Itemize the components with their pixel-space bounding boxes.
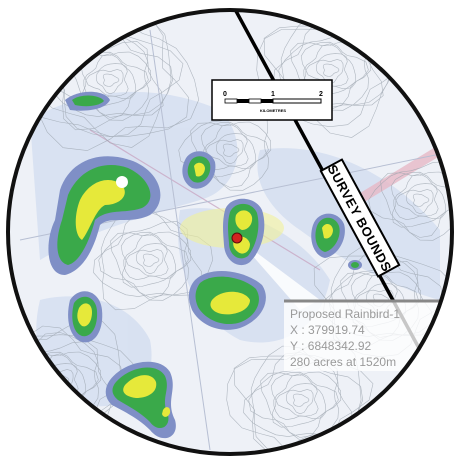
contour-line (286, 389, 314, 415)
contour-line (83, 53, 137, 101)
contour-line (96, 69, 124, 95)
scale-tick-0: 0 (223, 91, 227, 98)
contour-line (70, 51, 152, 118)
contour-line (380, 171, 452, 238)
contour-line (120, 231, 189, 288)
highlight-wedge (237, 238, 320, 310)
anomaly-blob (48, 156, 161, 275)
contour-line (142, 253, 160, 267)
contour-line (190, 121, 272, 188)
contour-line (406, 189, 434, 215)
contour-line (98, 220, 189, 301)
contour-line (136, 249, 164, 275)
contour-line (102, 73, 120, 87)
contour-line (203, 123, 257, 171)
contour-line (123, 233, 177, 281)
contour-line (393, 173, 447, 221)
contour-line (216, 139, 244, 165)
anomaly-blob (182, 151, 216, 189)
contour-line (222, 143, 240, 157)
well-y-coordinate: Y : 6848342.92 (290, 339, 372, 353)
anomaly-blob (65, 91, 110, 111)
anomaly-blob (68, 291, 103, 343)
anomaly-layer (48, 91, 362, 439)
contour-line (200, 121, 269, 178)
contour-line (412, 193, 430, 207)
contour-line (390, 171, 452, 228)
anomaly-blob (311, 213, 362, 270)
contour-line (300, 41, 369, 98)
well-location-icon[interactable] (231, 232, 243, 244)
well-area-depth: 280 acres at 1520m (290, 355, 396, 369)
anomaly-blob (188, 270, 266, 330)
scale-unit: KILOMETRES (260, 108, 287, 113)
well-x-coordinate: X : 379919.74 (290, 323, 365, 337)
contour-line (273, 373, 327, 421)
map-frame (6, 8, 454, 456)
contour-line (80, 51, 149, 108)
scale-tick-1: 1 (271, 91, 275, 98)
contour-line (316, 59, 344, 85)
contour-line (260, 371, 342, 438)
well-callout: Proposed Rainbird-1 X : 379919.74 Y : 68… (284, 299, 452, 371)
contour-line (303, 43, 357, 91)
contour-line (292, 393, 310, 407)
well-name: Proposed Rainbird-1 (290, 307, 400, 321)
contour-line (270, 371, 339, 428)
contour-line (322, 63, 340, 77)
contour-line (100, 205, 214, 311)
contour-line (110, 231, 192, 298)
scale-tick-2: 2 (319, 91, 323, 98)
scale-bar: 0 1 2 KILOMETRES (211, 79, 333, 121)
anomaly-blob (105, 361, 176, 439)
contour-line (93, 212, 204, 297)
pink-feature (89, 129, 443, 271)
